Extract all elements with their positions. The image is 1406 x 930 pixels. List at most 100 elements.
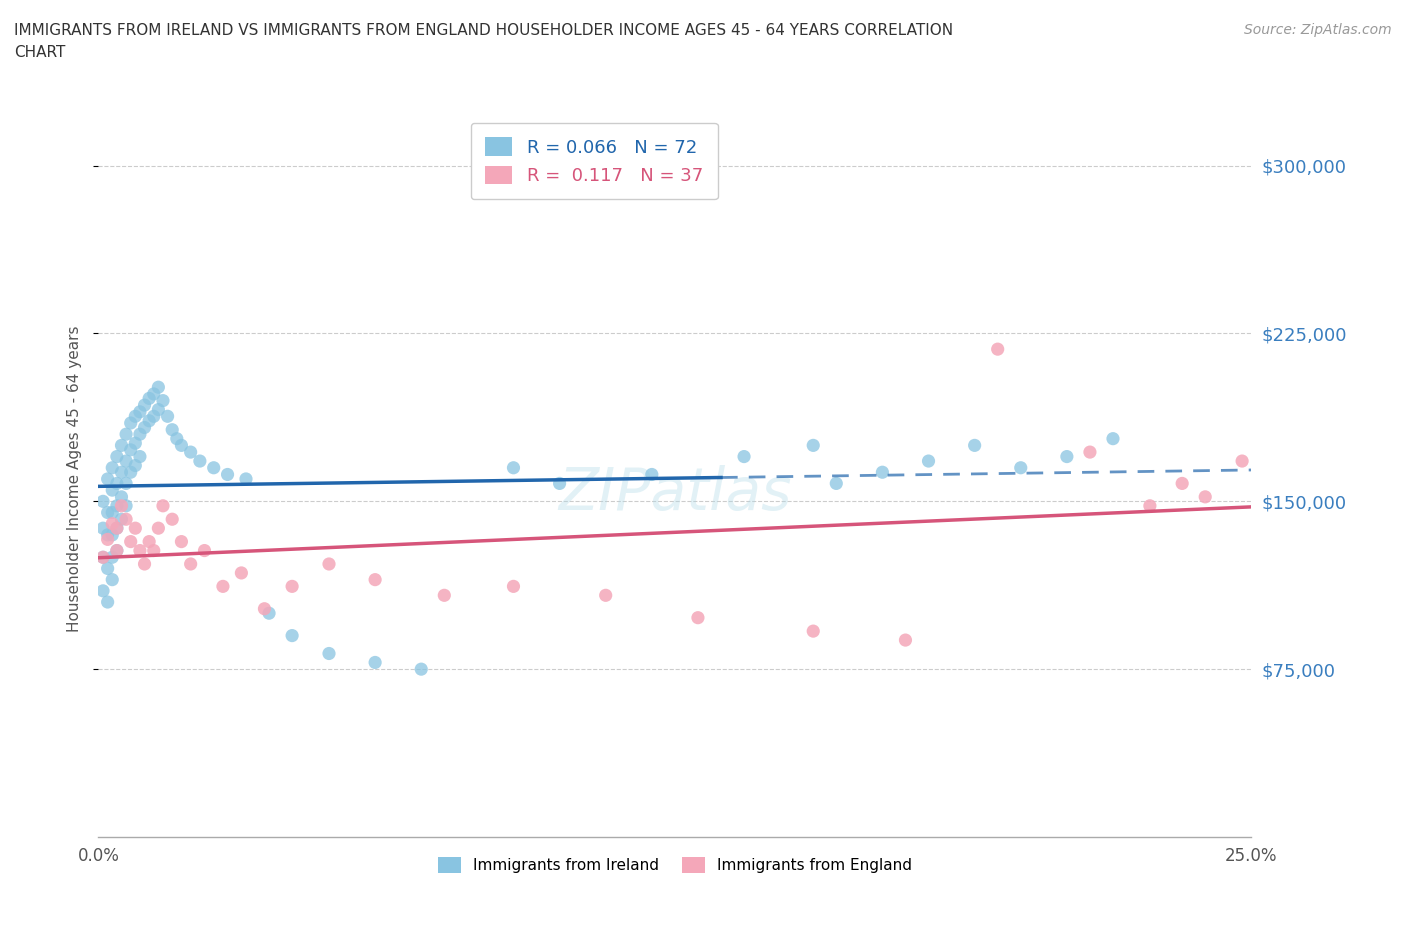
Point xyxy=(115,512,138,526)
Point xyxy=(1102,432,1125,446)
Point xyxy=(110,489,132,504)
Point xyxy=(105,543,128,558)
Point xyxy=(97,532,120,547)
Text: ZIPatlas: ZIPatlas xyxy=(558,465,792,522)
Point xyxy=(152,498,174,513)
Point xyxy=(105,498,128,513)
Point xyxy=(110,465,132,480)
Point xyxy=(101,572,124,587)
Point xyxy=(101,516,124,531)
Point xyxy=(160,422,183,437)
Point xyxy=(1078,445,1101,459)
Point xyxy=(101,483,124,498)
Point xyxy=(97,527,120,542)
Point xyxy=(433,588,456,603)
Point xyxy=(235,472,257,486)
Point xyxy=(97,561,120,576)
Point xyxy=(110,438,132,453)
Point xyxy=(105,521,128,536)
Point xyxy=(142,387,165,402)
Point xyxy=(120,534,142,549)
Point xyxy=(138,391,160,405)
Point xyxy=(364,655,387,670)
Point xyxy=(156,409,179,424)
Point xyxy=(138,413,160,428)
Point xyxy=(180,556,202,571)
Point xyxy=(124,521,146,536)
Point xyxy=(548,476,571,491)
Point xyxy=(91,521,114,536)
Point xyxy=(91,550,114,565)
Text: Source: ZipAtlas.com: Source: ZipAtlas.com xyxy=(1244,23,1392,37)
Point xyxy=(1139,498,1161,513)
Point xyxy=(148,521,170,536)
Point xyxy=(801,624,824,639)
Point xyxy=(281,578,304,594)
Point xyxy=(686,610,709,625)
Point xyxy=(91,583,114,598)
Point xyxy=(872,465,894,480)
Point xyxy=(1194,489,1216,504)
Point xyxy=(595,588,617,603)
Point xyxy=(129,427,152,442)
Legend: Immigrants from Ireland, Immigrants from England: Immigrants from Ireland, Immigrants from… xyxy=(432,851,918,880)
Point xyxy=(166,432,188,446)
Point xyxy=(1171,476,1194,491)
Point xyxy=(120,416,142,431)
Point xyxy=(170,438,193,453)
Point xyxy=(801,438,824,453)
Point xyxy=(231,565,253,580)
Point xyxy=(193,543,215,558)
Point xyxy=(110,498,132,513)
Point xyxy=(105,543,128,558)
Point xyxy=(134,398,156,413)
Point xyxy=(1010,460,1032,475)
Point xyxy=(115,427,138,442)
Point xyxy=(152,393,174,408)
Point xyxy=(212,578,235,594)
Point xyxy=(129,543,152,558)
Point xyxy=(160,512,183,526)
Point xyxy=(115,498,138,513)
Point xyxy=(105,521,128,536)
Point xyxy=(202,460,225,475)
Point xyxy=(917,454,939,469)
Point xyxy=(502,460,524,475)
Point xyxy=(124,458,146,473)
Point xyxy=(987,341,1010,356)
Point xyxy=(142,409,165,424)
Point xyxy=(97,505,120,520)
Point xyxy=(257,605,280,620)
Point xyxy=(281,628,304,643)
Point xyxy=(1230,454,1253,469)
Point xyxy=(138,534,160,549)
Point xyxy=(170,534,193,549)
Point xyxy=(825,476,848,491)
Point xyxy=(641,467,664,482)
Point xyxy=(180,445,202,459)
Text: CHART: CHART xyxy=(14,45,66,60)
Point xyxy=(110,512,132,526)
Point xyxy=(963,438,986,453)
Point xyxy=(91,550,114,565)
Point xyxy=(129,405,152,419)
Point xyxy=(97,472,120,486)
Point xyxy=(115,476,138,491)
Point xyxy=(318,556,340,571)
Point xyxy=(148,402,170,417)
Y-axis label: Householder Income Ages 45 - 64 years: Householder Income Ages 45 - 64 years xyxy=(67,326,83,632)
Point xyxy=(142,543,165,558)
Point xyxy=(411,662,433,677)
Point xyxy=(253,602,276,617)
Point xyxy=(105,449,128,464)
Point xyxy=(101,460,124,475)
Point xyxy=(124,409,146,424)
Point xyxy=(101,550,124,565)
Point xyxy=(101,505,124,520)
Point xyxy=(124,435,146,450)
Point xyxy=(364,572,387,587)
Point xyxy=(120,465,142,480)
Point xyxy=(894,632,917,647)
Text: IMMIGRANTS FROM IRELAND VS IMMIGRANTS FROM ENGLAND HOUSEHOLDER INCOME AGES 45 - : IMMIGRANTS FROM IRELAND VS IMMIGRANTS FR… xyxy=(14,23,953,38)
Point xyxy=(120,443,142,458)
